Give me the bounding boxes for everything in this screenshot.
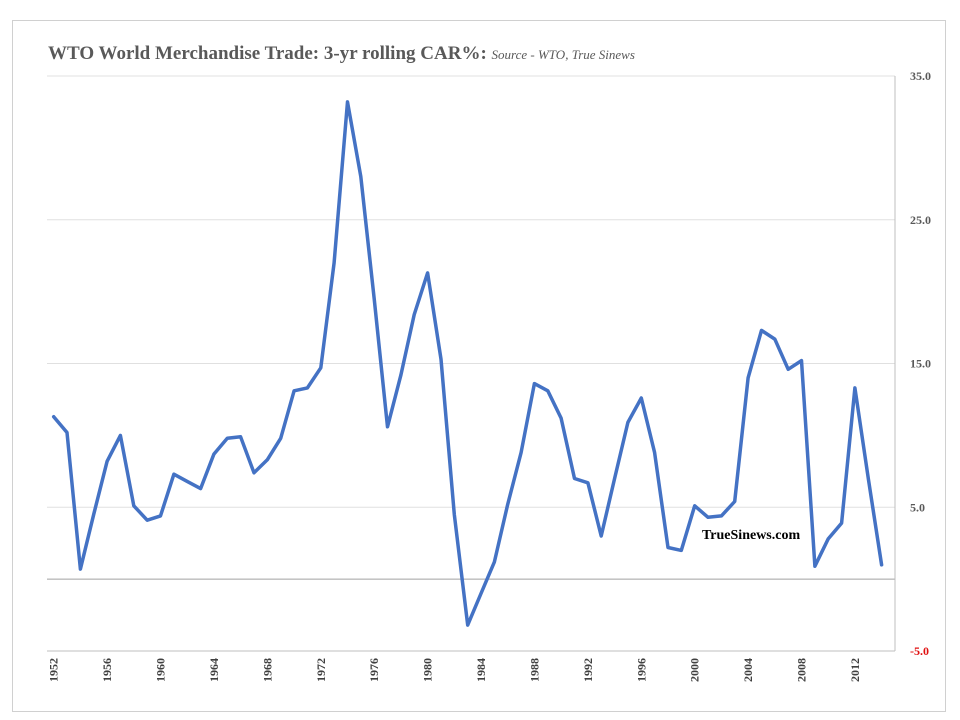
x-tick-labels: 1952 1956 1960 1964 1968 1972 1976 1980 1984 1988…: [47, 658, 862, 682]
x-tick-label-1980: 1980: [421, 658, 435, 682]
x-tick-label-1952: 1952: [47, 658, 61, 682]
x-tick-label-1976: 1976: [367, 658, 381, 682]
x-tick-label-1988: 1988: [527, 658, 541, 682]
x-tick-label-1956: 1956: [100, 658, 114, 682]
y-tick-label-0: -5.0: [910, 644, 929, 658]
x-tick-label-1964: 1964: [207, 658, 221, 682]
x-tick-label-1968: 1968: [260, 658, 274, 682]
x-tick-label-1996: 1996: [634, 658, 648, 682]
x-tick-label-2000: 2000: [688, 658, 702, 682]
chart-title-source: Source - WTO, True Sinews: [491, 47, 635, 62]
y-tick-label-4: 35.0: [910, 69, 931, 83]
axes: [47, 76, 896, 652]
watermark-text: TrueSinews.com: [702, 528, 800, 543]
x-tick-label-1972: 1972: [314, 658, 328, 682]
y-tick-label-2: 15.0: [910, 357, 931, 371]
chart-title-main: WTO World Merchandise Trade: 3-yr rollin…: [48, 43, 487, 64]
grid-lines: [47, 75, 895, 508]
y-tick-label-3: 25.0: [910, 213, 931, 227]
y-tick-labels: -5.0 5.0 15.0 25.0 35.0: [910, 69, 931, 658]
chart-title: WTO World Merchandise Trade: 3-yr rollin…: [48, 43, 635, 65]
x-tick-label-2004: 2004: [741, 658, 755, 682]
y-tick-label-1: 5.0: [910, 500, 925, 514]
x-tick-label-1992: 1992: [581, 658, 595, 682]
x-tick-label-2008: 2008: [795, 658, 809, 682]
series-layer: [51, 100, 884, 627]
series-line-0: [51, 100, 884, 627]
x-tick-label-1960: 1960: [154, 658, 168, 682]
x-tick-label-1984: 1984: [474, 658, 488, 682]
x-tick-label-2012: 2012: [848, 658, 862, 682]
